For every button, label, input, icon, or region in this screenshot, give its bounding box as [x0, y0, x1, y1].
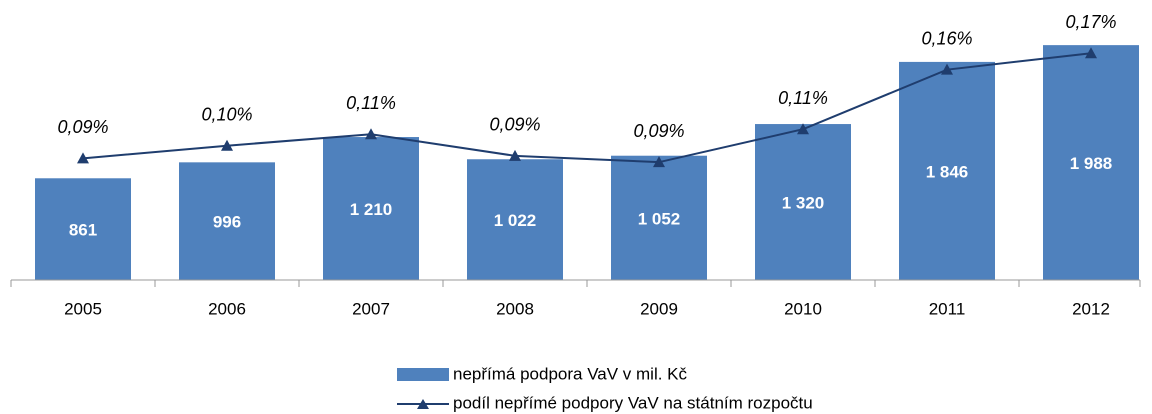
bar-label: 1 210: [350, 200, 393, 219]
line-label: 0,17%: [1065, 12, 1116, 32]
line-label: 0,09%: [633, 121, 684, 141]
bar: [611, 155, 707, 280]
x-tick-label: 2011: [929, 299, 966, 318]
x-tick-label: 2006: [208, 299, 246, 318]
bar: [899, 61, 995, 281]
legend-label: nepřímá podpora VaV v mil. Kč: [453, 364, 688, 383]
x-tick-label: 2012: [1072, 299, 1110, 318]
bar-label: 1 988: [1070, 154, 1113, 173]
x-tick-label: 2010: [784, 299, 822, 318]
line-label: 0,11%: [346, 93, 396, 113]
x-tick-label: 2008: [496, 299, 534, 318]
line-marker: [221, 139, 233, 151]
line: [82, 52, 1092, 164]
bar-label: 996: [213, 213, 241, 232]
line-marker: [653, 156, 665, 168]
bar: [755, 124, 851, 281]
legend-swatch-bar: [397, 368, 449, 381]
x-tick-label: 2009: [640, 299, 678, 318]
x-tick-label: 2007: [352, 299, 390, 318]
bar: [179, 162, 275, 280]
bar: [1043, 45, 1139, 281]
bar: [323, 137, 419, 280]
line-marker: [797, 123, 809, 135]
line-label: 0,11%: [778, 88, 828, 108]
bar-label: 1 052: [638, 209, 681, 228]
line-label: 0,09%: [489, 115, 540, 135]
bar-label: 1 022: [494, 211, 537, 230]
bar: [467, 159, 563, 280]
line-marker: [365, 128, 377, 140]
line-marker: [941, 63, 953, 75]
legend-label: podíl nepřímé podpory VaV na státním roz…: [453, 393, 813, 412]
bar-label: 1 320: [782, 194, 825, 213]
line-label: 0,16%: [921, 28, 972, 48]
line-marker: [77, 152, 89, 164]
legend-marker: [417, 399, 429, 409]
line-label: 0,10%: [201, 104, 252, 124]
line-marker: [509, 149, 521, 161]
bar: [35, 178, 131, 280]
bar-label: 1 846: [926, 162, 969, 181]
bar-label: 861: [69, 221, 97, 240]
line-marker: [1085, 47, 1097, 59]
line-label: 0,09%: [57, 117, 108, 137]
x-tick-label: 2005: [64, 299, 102, 318]
